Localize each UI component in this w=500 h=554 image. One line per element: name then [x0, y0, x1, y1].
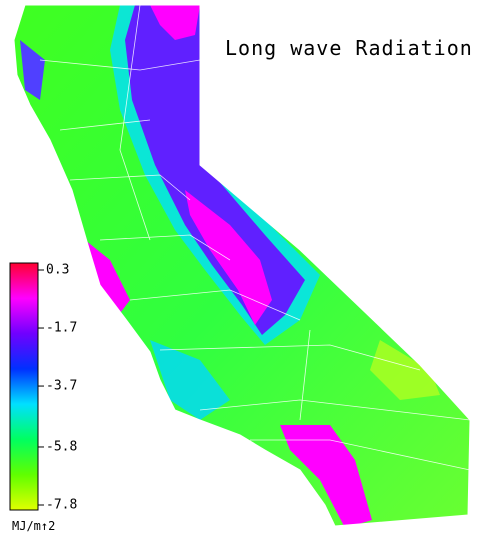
colorbar-tick-label: -5.8	[46, 439, 77, 454]
colorbar-tick-label: -7.8	[46, 498, 77, 513]
state-outline	[13, 4, 471, 527]
colorbar-tick-label: -3.7	[46, 379, 77, 394]
colorbar-tick-label: -1.7	[46, 321, 77, 336]
colorbar-ticks: 0.3 -1.7 -3.7 -5.8 -7.8	[38, 263, 77, 513]
map-title: Long wave Radiation	[225, 36, 473, 60]
colorbar	[9, 262, 39, 511]
colorbar-tick-label: 0.3	[46, 263, 69, 278]
legend-unit: MJ/m↑2	[12, 519, 55, 533]
